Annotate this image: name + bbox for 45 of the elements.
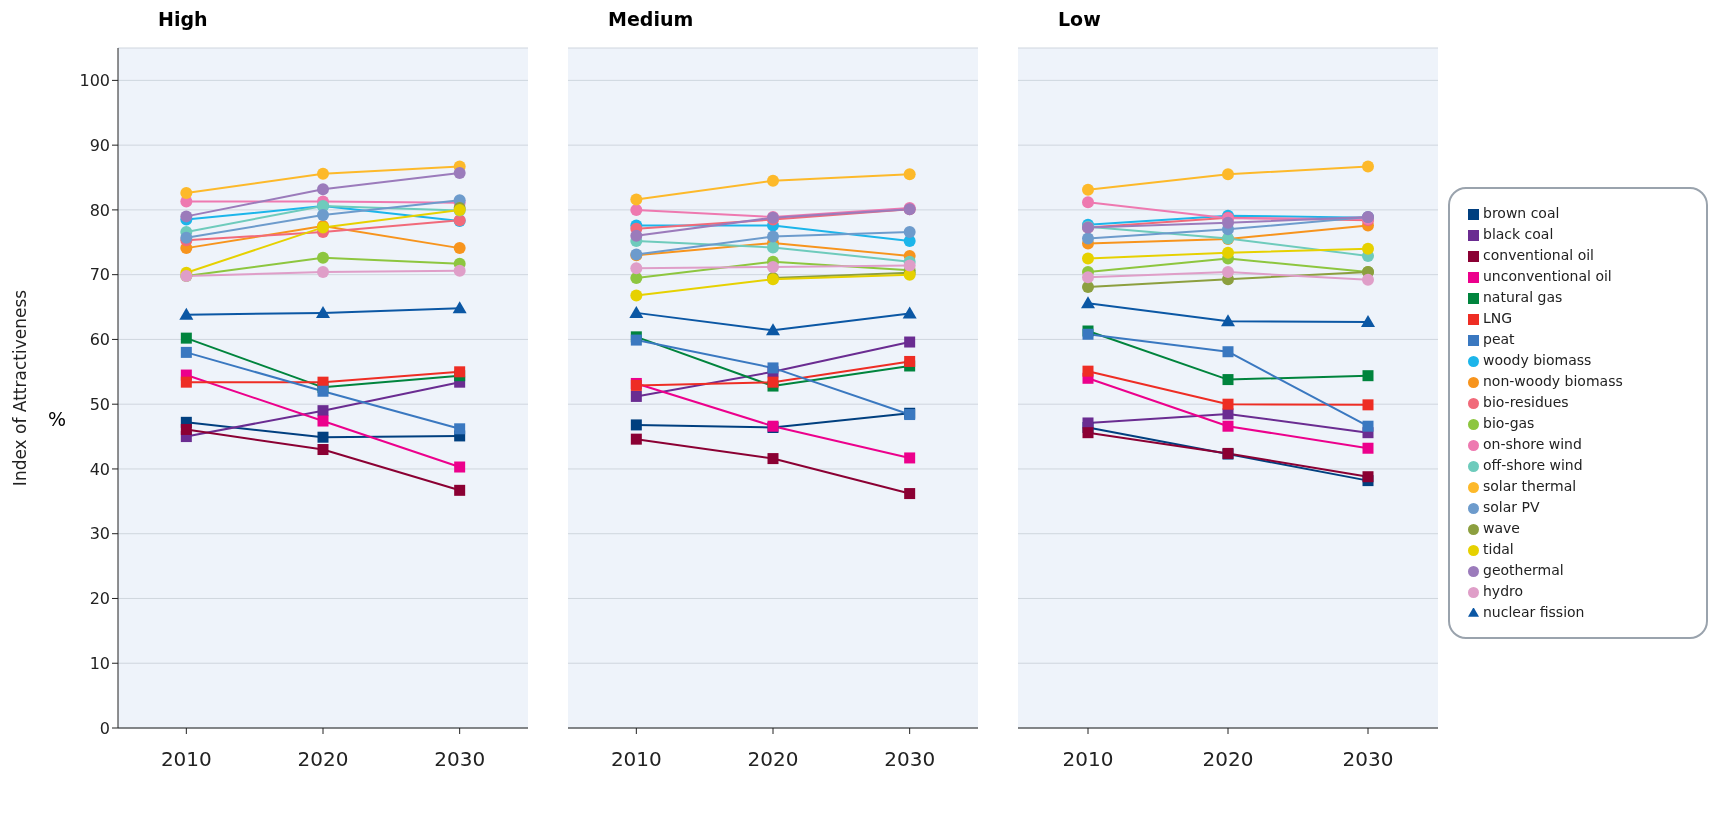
y-tick-label: 10 (89, 653, 110, 673)
legend-label: bio-residues (1483, 394, 1569, 410)
y-tick-label: 80 (89, 200, 110, 220)
y-tick-label: 100 (79, 71, 110, 91)
legend-label: woody biomass (1483, 352, 1592, 368)
x-tick-label: 2020 (1202, 747, 1254, 772)
legend-label: on-shore wind (1483, 436, 1582, 452)
text: % (48, 408, 67, 430)
chart-title: Low (1057, 8, 1102, 32)
y-tick-label: 0 (99, 718, 110, 738)
legend-label: black coal (1483, 226, 1554, 242)
x-tick-label: 2010 (160, 747, 212, 772)
legend-label: off-shore wind (1483, 457, 1583, 473)
y-axis-title: Index of Attractiveness (10, 289, 31, 487)
y-tick-label: 50 (89, 394, 110, 414)
y-tick-label: 40 (89, 459, 110, 479)
y-tick-label: 60 (89, 330, 110, 350)
y-tick-label: 90 (89, 135, 110, 155)
legend-label: brown coal (1483, 205, 1560, 221)
x-tick-label: 2020 (747, 747, 799, 772)
legend-label: hydro (1483, 583, 1524, 599)
y-tick-label: 70 (89, 265, 110, 285)
legend-label: nuclear fission (1483, 604, 1585, 620)
x-tick-label: 2030 (1342, 747, 1394, 772)
legend-label: conventional oil (1483, 247, 1594, 263)
y-tick-label: 30 (89, 524, 110, 544)
legend-label: peat (1483, 331, 1515, 347)
legend-label: solar thermal (1483, 478, 1577, 494)
legend-label: geothermal (1483, 562, 1564, 578)
legend-label: non-woody biomass (1483, 373, 1623, 389)
legend-label: wave (1483, 520, 1520, 536)
x-tick-label: 2030 (434, 747, 486, 772)
legend-label: solar PV (1483, 499, 1540, 515)
legend-label: natural gas (1483, 289, 1563, 305)
legend-label: unconventional oil (1483, 268, 1612, 284)
y-tick-label: 20 (89, 589, 110, 609)
x-tick-label: 2010 (1062, 747, 1114, 772)
chart-title: Medium (607, 8, 695, 32)
legend-label: bio-gas (1483, 415, 1535, 431)
x-tick-label: 2030 (884, 747, 936, 772)
x-tick-label: 2010 (610, 747, 662, 772)
legend-label: LNG (1483, 310, 1513, 326)
chart-title: High (157, 8, 209, 32)
x-tick-label: 2020 (297, 747, 349, 772)
legend-label: tidal (1483, 541, 1514, 557)
